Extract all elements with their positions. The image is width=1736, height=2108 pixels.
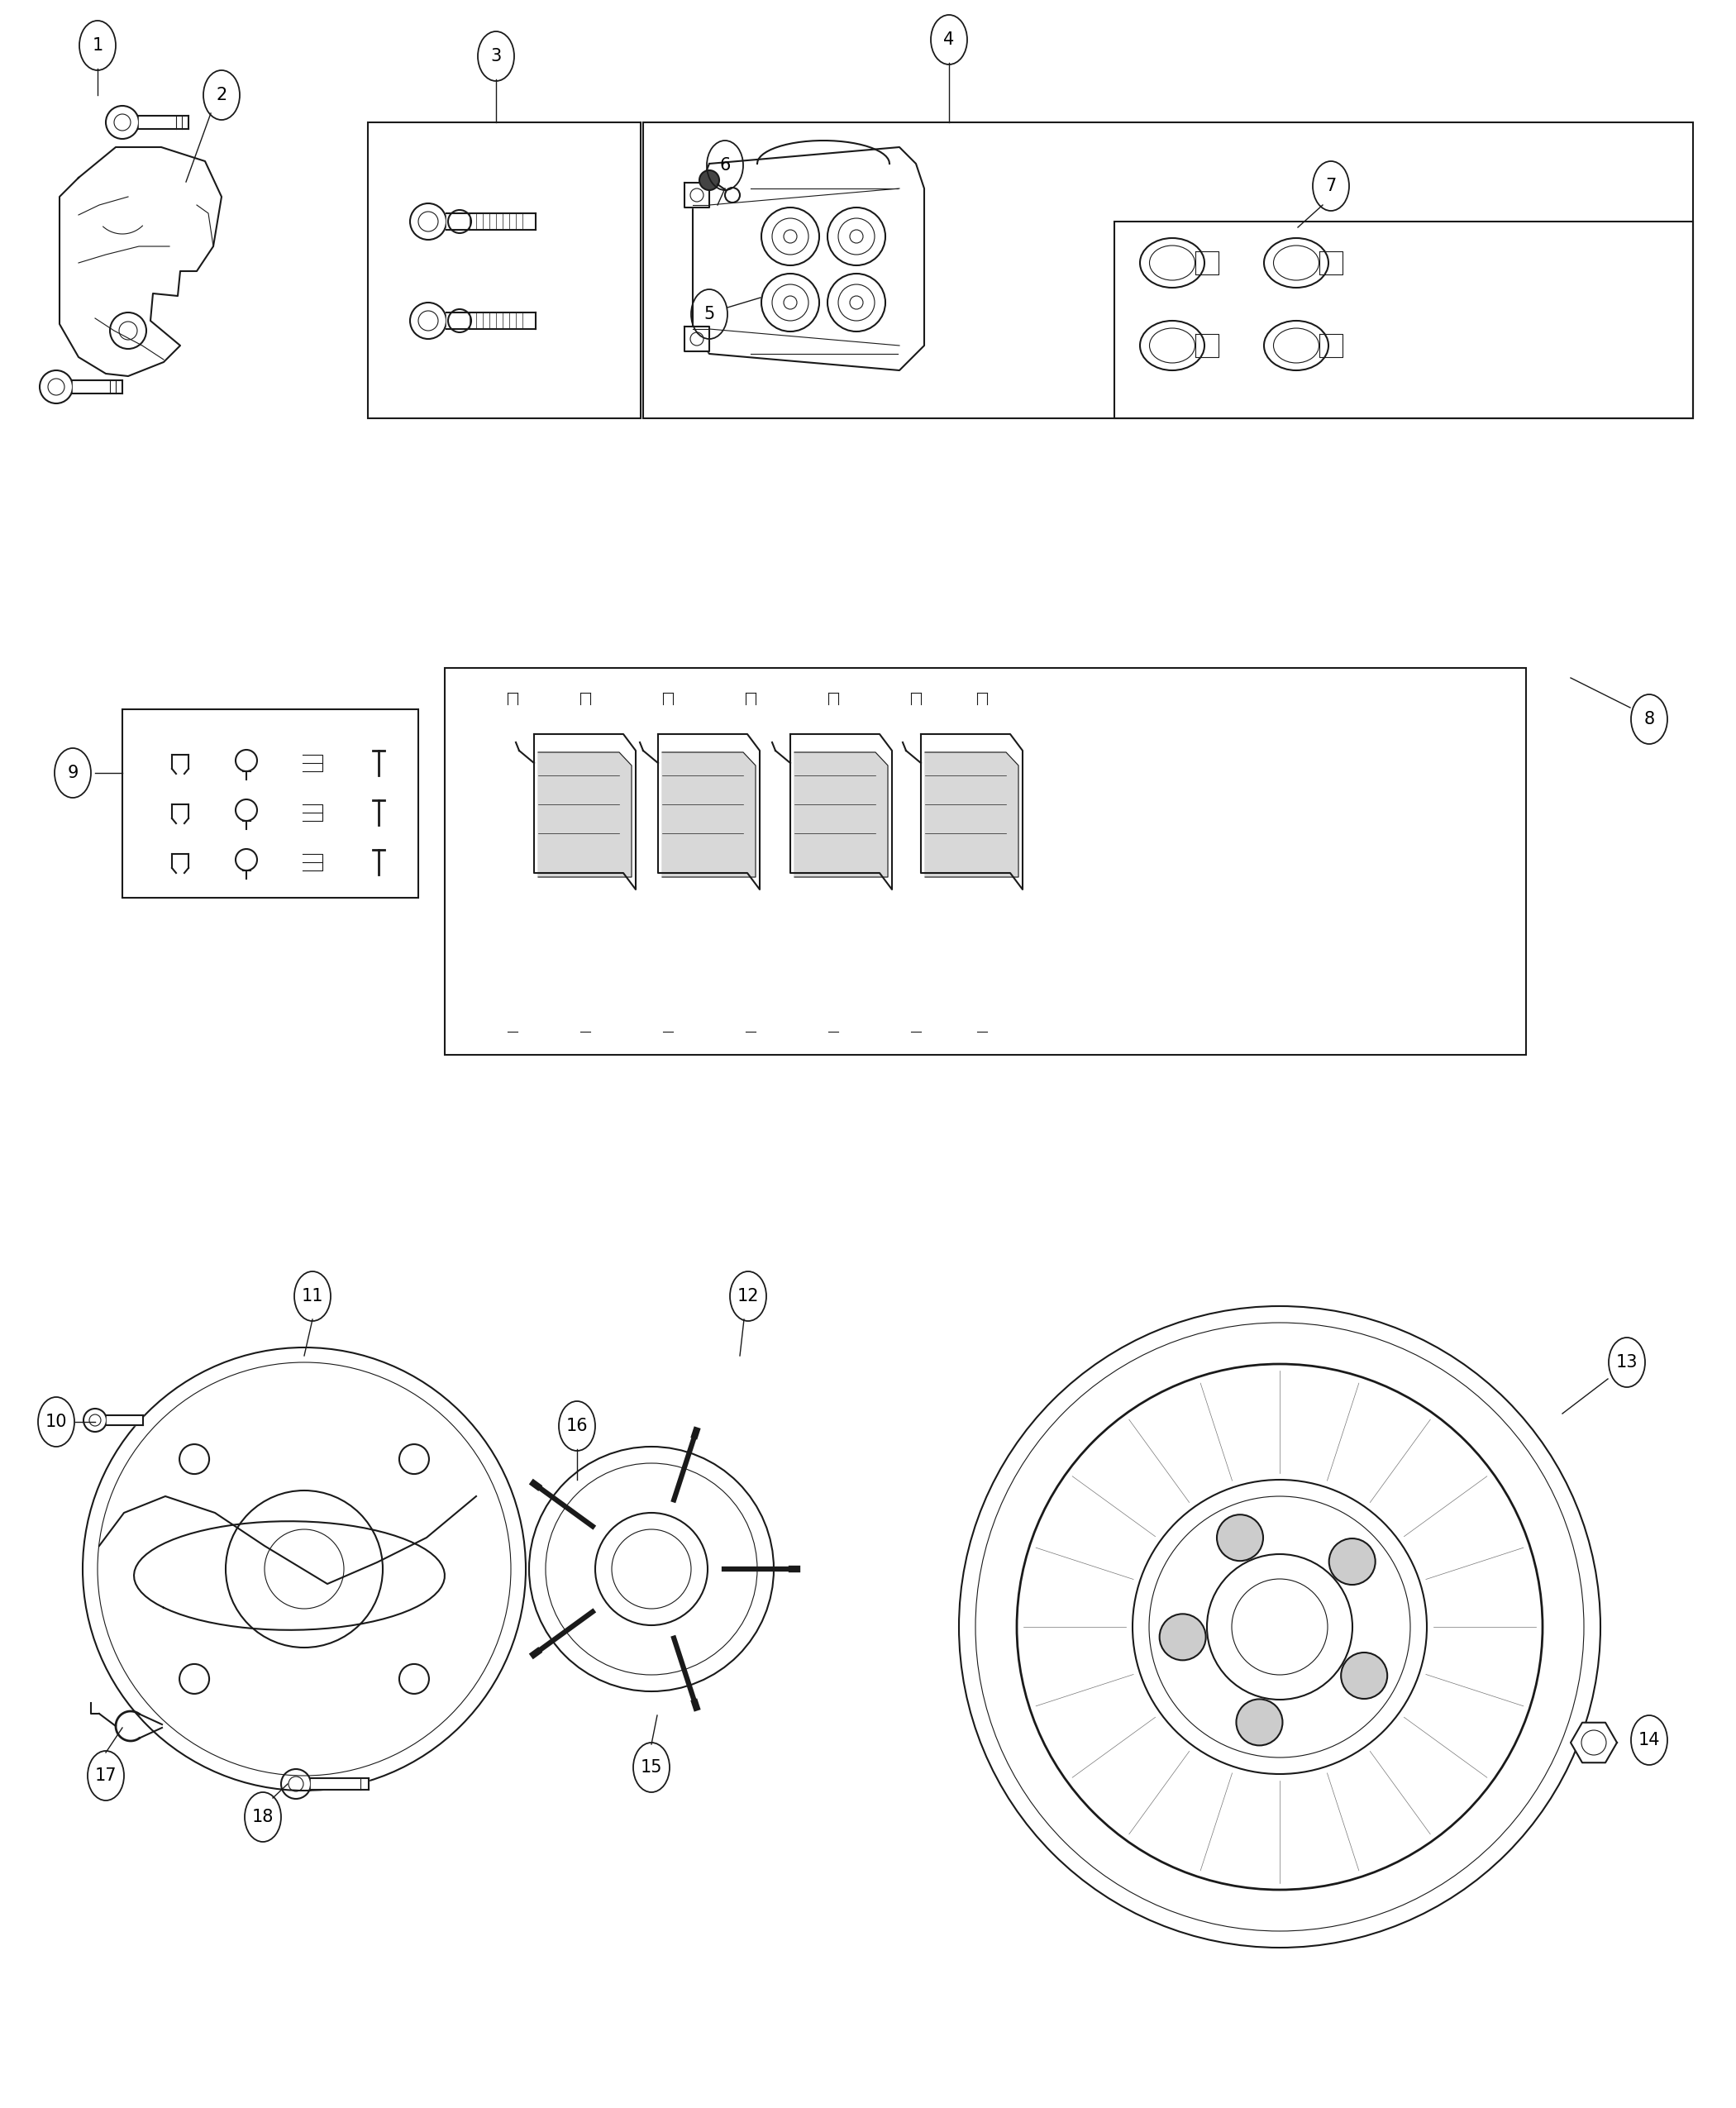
Polygon shape	[693, 148, 924, 371]
Polygon shape	[311, 1779, 368, 1790]
Circle shape	[762, 207, 819, 266]
Circle shape	[1160, 1615, 1207, 1661]
Polygon shape	[535, 734, 635, 890]
Polygon shape	[73, 379, 122, 394]
Polygon shape	[790, 734, 892, 890]
Bar	[122, 708, 418, 898]
Circle shape	[828, 207, 885, 266]
Polygon shape	[446, 312, 536, 329]
Text: 14: 14	[1639, 1733, 1660, 1748]
Polygon shape	[106, 1414, 142, 1425]
Circle shape	[1330, 1539, 1375, 1585]
Circle shape	[762, 274, 819, 331]
Polygon shape	[795, 753, 887, 877]
Text: 2: 2	[215, 86, 227, 103]
Circle shape	[828, 274, 885, 331]
Text: 15: 15	[641, 1760, 663, 1775]
Polygon shape	[1319, 251, 1342, 274]
Text: 9: 9	[68, 765, 78, 782]
Bar	[1115, 221, 1693, 417]
Circle shape	[700, 171, 719, 190]
Circle shape	[1217, 1516, 1264, 1560]
Text: 5: 5	[703, 306, 715, 323]
Text: 16: 16	[566, 1419, 589, 1433]
Polygon shape	[538, 753, 632, 877]
Text: 3: 3	[491, 48, 502, 65]
Polygon shape	[446, 213, 536, 230]
Polygon shape	[684, 183, 710, 207]
Polygon shape	[139, 116, 189, 129]
Text: 11: 11	[302, 1288, 323, 1305]
Text: 7: 7	[1326, 177, 1337, 194]
Text: 8: 8	[1644, 710, 1654, 727]
Polygon shape	[1196, 333, 1219, 356]
Text: 4: 4	[944, 32, 955, 48]
Bar	[368, 122, 641, 417]
Bar	[642, 122, 1693, 417]
Text: 13: 13	[1616, 1353, 1637, 1370]
Text: 1: 1	[92, 38, 102, 53]
Text: 6: 6	[719, 158, 731, 173]
Bar	[444, 668, 1526, 1054]
Polygon shape	[59, 148, 222, 375]
Polygon shape	[1571, 1722, 1616, 1762]
Polygon shape	[658, 734, 760, 890]
Text: 18: 18	[252, 1809, 274, 1826]
Polygon shape	[920, 734, 1023, 890]
Polygon shape	[684, 327, 710, 352]
Polygon shape	[1319, 333, 1342, 356]
Text: 12: 12	[738, 1288, 759, 1305]
Polygon shape	[661, 753, 755, 877]
Text: 17: 17	[95, 1767, 116, 1783]
Circle shape	[1236, 1699, 1283, 1745]
Circle shape	[1340, 1653, 1387, 1699]
Polygon shape	[925, 753, 1019, 877]
Text: 10: 10	[45, 1414, 68, 1429]
Polygon shape	[1196, 251, 1219, 274]
